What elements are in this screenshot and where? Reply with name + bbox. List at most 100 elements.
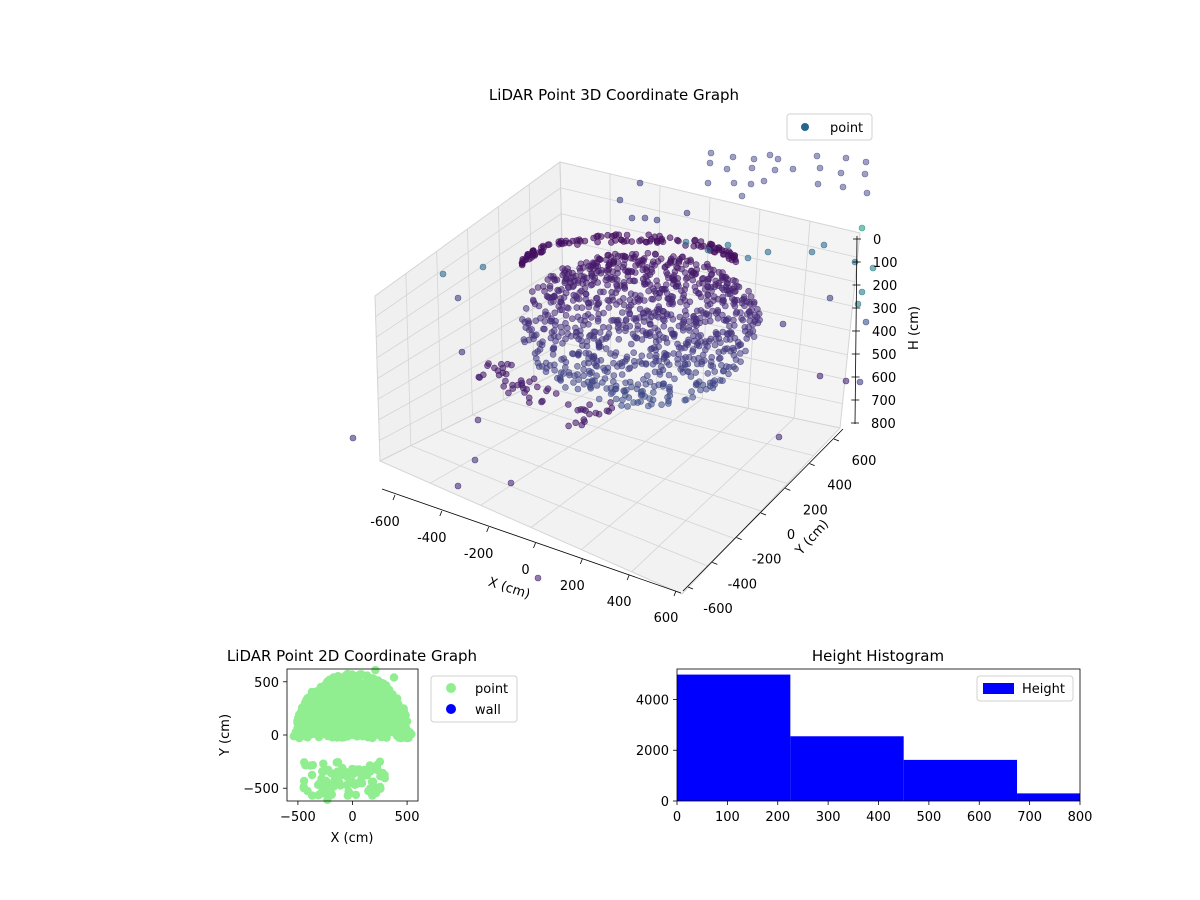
- x-tick-mark: [673, 590, 677, 597]
- lidar-point: [711, 244, 719, 252]
- scatter-point: [325, 716, 334, 725]
- lidar-point: [564, 283, 572, 291]
- lidar-point: [608, 317, 615, 324]
- x-tick-mark: [579, 558, 583, 565]
- y-tick-mark: [687, 586, 694, 590]
- histogram-x-tick-label: 0: [673, 810, 681, 825]
- z-tick-label: 100: [873, 256, 898, 271]
- lidar-point: [552, 390, 560, 397]
- scatter-point: [359, 722, 368, 731]
- histogram-bar: [903, 759, 1018, 801]
- lidar-point: [779, 320, 787, 328]
- lidar-point: [863, 189, 871, 197]
- lidar-point: [514, 381, 522, 389]
- y-tick-label: 200: [803, 503, 828, 518]
- scatter-point: [330, 688, 339, 698]
- scatter-point: [393, 700, 402, 709]
- plot3d-points: [349, 149, 877, 582]
- lidar-point: [598, 336, 606, 343]
- x-tick-label: 400: [607, 595, 632, 610]
- lidar-point: [695, 290, 703, 297]
- lidar-point: [647, 320, 654, 328]
- lidar-point: [596, 256, 604, 263]
- lidar-point: [691, 237, 698, 245]
- lidar-point: [625, 365, 633, 373]
- lidar-point: [555, 287, 563, 295]
- scatter-point: [342, 780, 352, 790]
- lidar-point: [634, 381, 642, 388]
- lidar-point: [675, 237, 682, 245]
- lidar-point: [651, 250, 659, 258]
- lidar-point: [621, 256, 629, 264]
- scatter-point: [321, 776, 331, 786]
- lidar-point: [700, 263, 708, 271]
- lidar-point: [666, 392, 674, 399]
- scatter-point: [318, 730, 327, 739]
- lidar-point: [664, 295, 672, 302]
- lidar-point: [525, 319, 533, 327]
- lidar-point: [703, 310, 711, 318]
- lidar-point: [580, 366, 587, 373]
- lidar-point: [650, 344, 658, 351]
- lidar-point: [649, 389, 657, 396]
- lidar-point: [729, 153, 737, 161]
- plot2d-x-label: X (cm): [331, 831, 374, 846]
- scatter-point: [401, 732, 410, 742]
- lidar-point: [719, 269, 726, 276]
- lidar-point: [586, 401, 593, 409]
- lidar-point: [677, 344, 685, 352]
- left-h-gridline: [376, 213, 562, 338]
- lidar-point: [858, 224, 866, 232]
- lidar-point: [655, 381, 663, 389]
- lidar-point: [574, 313, 582, 321]
- lidar-point: [587, 384, 595, 392]
- lidar-point: [613, 280, 620, 288]
- x-tick-mark: [533, 542, 536, 549]
- plot3d-legend-marker: [801, 123, 809, 131]
- scatter-point: [306, 761, 315, 770]
- lidar-point: [732, 277, 739, 285]
- z-tick-label: 500: [872, 348, 897, 363]
- left-h-gridline: [377, 265, 563, 379]
- lidar-point: [820, 241, 828, 249]
- plot3d-legend: point: [786, 113, 873, 141]
- lidar-point: [566, 371, 573, 379]
- lidar-point: [544, 241, 552, 248]
- lidar-point: [693, 307, 701, 315]
- plot2d-legend: point wall: [430, 675, 518, 723]
- lidar-point: [718, 361, 725, 369]
- lidar-point: [715, 282, 722, 290]
- scatter-point: [309, 728, 318, 737]
- lidar-point: [748, 306, 755, 314]
- left-h-gridline: [374, 161, 561, 297]
- lidar-point: [675, 322, 683, 330]
- lidar-point: [709, 297, 717, 305]
- lidar-point: [730, 179, 738, 187]
- lidar-point: [704, 370, 712, 377]
- scatter-point: [323, 795, 332, 805]
- lidar-point: [622, 317, 630, 325]
- lidar-point: [562, 319, 569, 327]
- lidar-point: [616, 196, 624, 204]
- lidar-point: [764, 248, 772, 256]
- lidar-point: [571, 277, 578, 285]
- lidar-point: [542, 308, 549, 316]
- lidar-point: [655, 294, 662, 302]
- lidar-point: [597, 356, 605, 364]
- lidar-point: [642, 360, 650, 367]
- lidar-point: [657, 255, 665, 263]
- lidar-point: [732, 365, 739, 373]
- lidar-point: [640, 313, 648, 321]
- lidar-point: [747, 180, 755, 188]
- lidar-point: [699, 381, 707, 389]
- lidar-point: [739, 296, 746, 304]
- lidar-point: [677, 365, 685, 373]
- lidar-point: [568, 350, 576, 357]
- histogram-bar: [790, 736, 904, 801]
- lidar-point: [549, 351, 557, 358]
- lidar-point: [652, 333, 659, 341]
- lidar-point: [760, 177, 768, 185]
- z-tick-label: 600: [872, 371, 897, 386]
- lidar-point: [607, 390, 615, 398]
- histogram-bars: [677, 674, 1080, 801]
